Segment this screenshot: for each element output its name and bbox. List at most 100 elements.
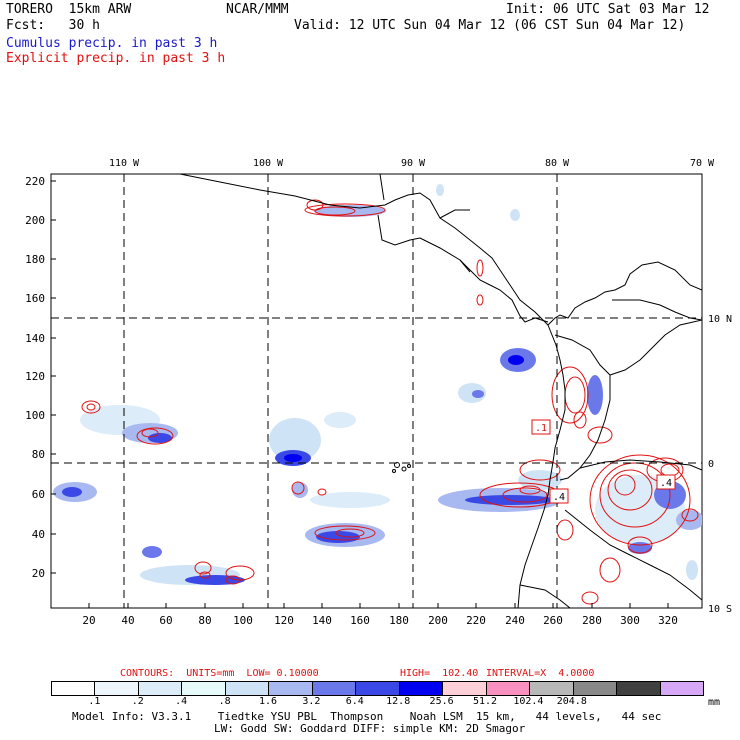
cumulus-area (628, 542, 652, 554)
y-tick-label: 80 (32, 448, 45, 461)
cumulus-area (472, 390, 484, 398)
longitude-labels: 110 W 100 W 90 W 80 W 70 W (109, 158, 715, 169)
x-tick-label: 160 (350, 614, 370, 627)
lat-label: 0 (708, 459, 714, 470)
colorbar-label: .1 (88, 696, 101, 707)
x-tick-label: 20 (82, 614, 95, 627)
colorbar-swatch (52, 682, 95, 695)
cumulus-area (458, 383, 486, 403)
cumulus-area (269, 418, 321, 462)
colorbar-label: 1.6 (258, 696, 278, 707)
legend-explicit: Explicit precip. in past 3 h (6, 51, 226, 66)
cumulus-area (587, 375, 603, 415)
colorbar-label: 6.4 (345, 696, 364, 707)
valid-time: Valid: 12 UTC Sun 04 Mar 12 (06 CST Sun … (294, 18, 686, 33)
colorbar-swatch (137, 682, 182, 695)
lon-label: 100 W (253, 158, 284, 169)
contours-units: CONTOURS: UNITS=mm LOW= 0.10000 (120, 668, 319, 679)
colorbar-swatch (442, 682, 486, 695)
latlon-grid (51, 174, 702, 608)
cumulus-area (284, 454, 302, 462)
colorbar-unit: mm (708, 697, 721, 708)
y-tick-label: 180 (25, 253, 45, 266)
explicit-precip-contours (81, 199, 699, 605)
contour-label: .4 (553, 492, 565, 503)
model-info-line2: LW: Godd SW: Goddard DIFF: simple KM: 2D… (214, 722, 526, 735)
x-tick-label: 240 (505, 614, 525, 627)
colorbar-label: 51.2 (472, 696, 498, 707)
x-tick-label: 140 (312, 614, 332, 627)
latitude-labels: 10 N 0 10 S (708, 314, 732, 615)
y-tick-label: 60 (32, 488, 45, 501)
cumulus-area (148, 433, 172, 443)
cumulus-area (676, 510, 702, 530)
cumulus-area (292, 482, 308, 498)
x-tick-label: 260 (543, 614, 563, 627)
colorbar-swatch (616, 682, 660, 695)
y-tick-label: 100 (25, 409, 45, 422)
lat-label: 10 N (708, 314, 732, 325)
cumulus-area (510, 209, 520, 221)
y-tick-label: 120 (25, 370, 45, 383)
cumulus-precip-areas (53, 184, 702, 585)
colorbar-swatch (485, 682, 530, 695)
lon-label: 70 W (690, 158, 715, 169)
colorbar-label: 204.8 (556, 696, 587, 707)
colorbar-labels: .1 .2 .4 .8 1.6 3.2 6.4 12.8 25.6 51.2 102.4 204.8 (0, 696, 740, 708)
cumulus-area (142, 546, 162, 558)
colorbar-label: .2 (131, 696, 144, 707)
colorbar-swatch (181, 682, 225, 695)
lon-label: 110 W (109, 158, 140, 169)
contour-label-boxes (531, 419, 676, 504)
x-axis: 20 40 60 80 100 120 140 160 180 200 220 … (82, 614, 678, 627)
y-tick-label: 40 (32, 528, 45, 541)
contours-interval: INTERVAL=X 4.0000 (486, 668, 595, 679)
x-tick-label: 180 (389, 614, 409, 627)
contour-label: .4 (660, 478, 672, 489)
lon-label: 80 W (545, 158, 570, 169)
colorbar-swatch (355, 682, 399, 695)
cumulus-area (310, 492, 390, 508)
y-tick-label: 140 (25, 332, 45, 345)
colorbar-swatch (311, 682, 356, 695)
cumulus-area (62, 487, 82, 497)
colorbar-label: 102.4 (513, 696, 544, 707)
x-tick-label: 60 (159, 614, 172, 627)
colorbar-label: 12.8 (386, 696, 411, 707)
forecast-hour: Fcst: 30 h (6, 18, 100, 33)
x-tick-label: 120 (274, 614, 294, 627)
x-tick-label: 80 (198, 614, 211, 627)
colorbar-label: .4 (175, 696, 188, 707)
colorbar-swatch (529, 682, 573, 695)
x-tick-label: 200 (428, 614, 448, 627)
y-axis: 20 40 60 80 100 120 140 160 180 200 220 (25, 175, 45, 580)
y-tick-label: 20 (32, 567, 45, 580)
x-tick-label: 320 (658, 614, 678, 627)
lat-label: 10 S (708, 604, 732, 615)
init-time: Init: 06 UTC Sat 03 Mar 12 (506, 2, 710, 17)
colorbar-label: .8 (218, 696, 231, 707)
colorbar-swatch (659, 682, 704, 695)
cumulus-area (314, 205, 386, 217)
x-tick-label: 100 (233, 614, 253, 627)
cumulus-area (324, 412, 356, 428)
colorbar (51, 681, 704, 696)
galapagos-islands (392, 462, 411, 473)
colorbar-swatch (572, 682, 617, 695)
cumulus-area (436, 184, 444, 196)
contours-high: HIGH= 102.40 (400, 668, 479, 679)
colorbar-swatch (94, 682, 138, 695)
colorbar-swatch (268, 682, 312, 695)
y-tick-label: 220 (25, 175, 45, 188)
y-tick-label: 160 (25, 292, 45, 305)
legend-cumulus: Cumulus precip. in past 3 h (6, 36, 218, 51)
y-tick-label: 200 (25, 214, 45, 227)
colorbar-swatch (398, 682, 443, 695)
x-tick-label: 300 (620, 614, 640, 627)
map-frame (50, 173, 703, 609)
model-name: TORERO 15km ARW (6, 2, 132, 17)
x-tick-label: 220 (466, 614, 486, 627)
lon-label: 90 W (401, 158, 426, 169)
center-name: NCAR/MMM (226, 2, 289, 17)
